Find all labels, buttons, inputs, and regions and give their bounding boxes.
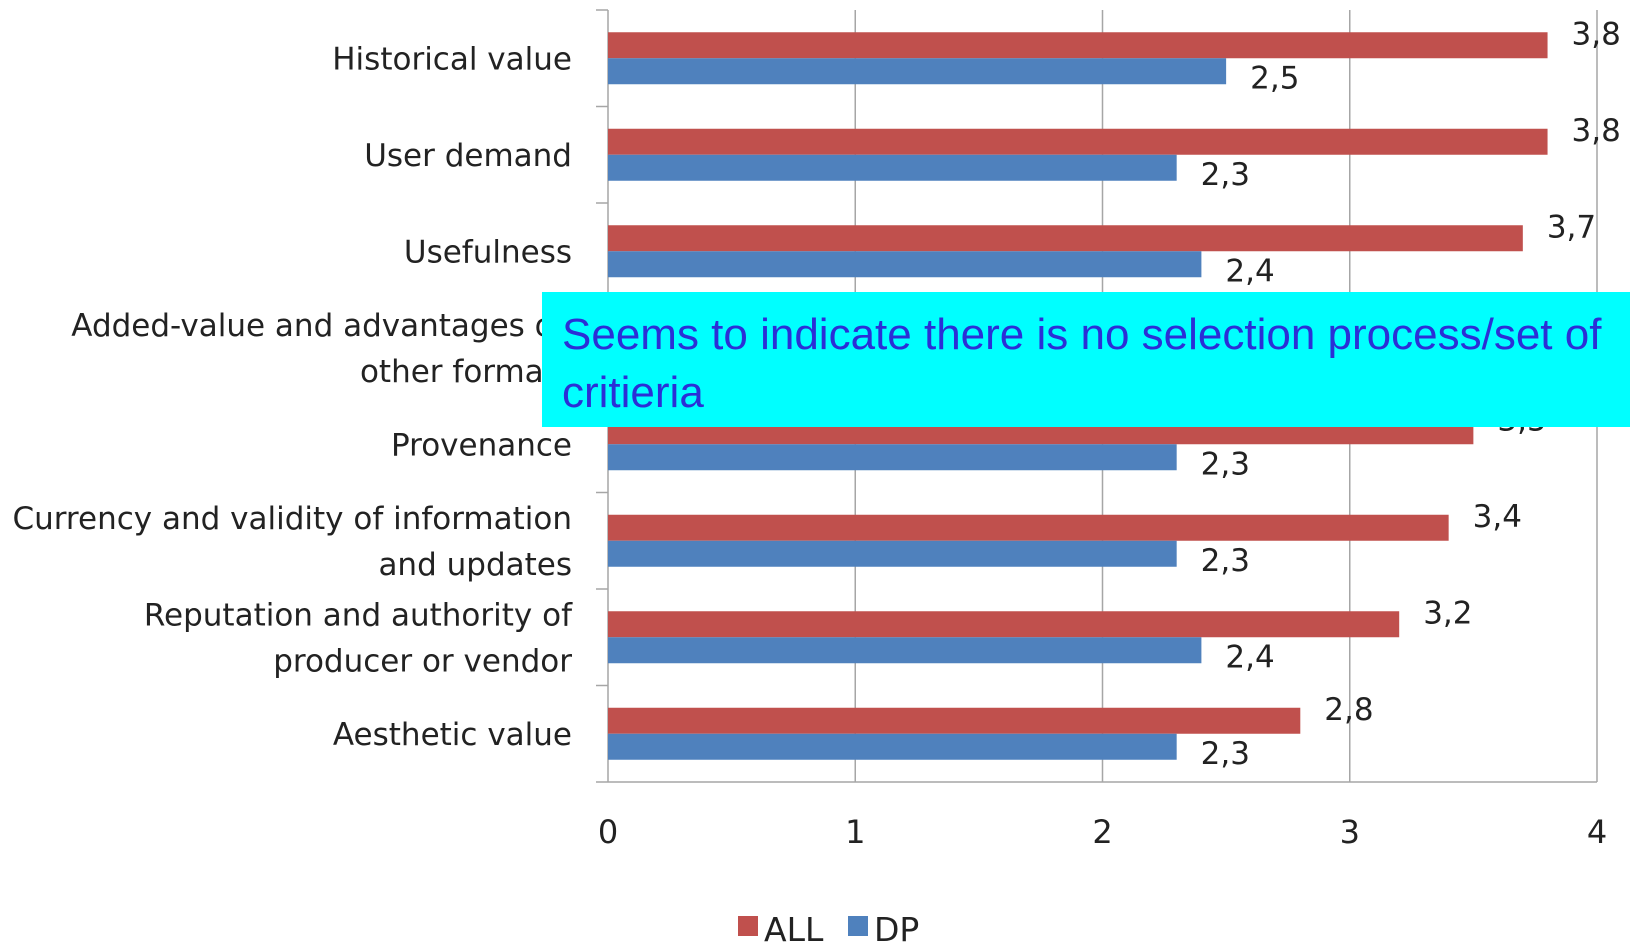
x-tick-labels: 0 1 2 3 4 (598, 813, 1607, 851)
legend-swatch-dp (848, 916, 868, 936)
annotation-callout: Seems to indicate there is no selection … (542, 292, 1630, 427)
category-label: and updates (378, 547, 572, 583)
value-label: 2,3 (1201, 736, 1250, 772)
bar-dp (608, 444, 1177, 471)
legend-swatch-all (738, 916, 758, 936)
category-label: other formats (360, 354, 572, 390)
value-label: 2,8 (1324, 692, 1373, 728)
value-label: 2,3 (1201, 157, 1250, 193)
x-tick-label: 0 (598, 813, 618, 851)
value-label: 2,4 (1225, 639, 1274, 675)
value-label: 2,3 (1201, 446, 1250, 482)
bar-dp (608, 540, 1177, 567)
x-tick-label: 3 (1340, 813, 1360, 851)
category-label: Currency and validity of information (12, 501, 572, 537)
bar-all (608, 514, 1449, 541)
legend: ALL DP (738, 910, 919, 946)
bar-dp (608, 251, 1202, 278)
value-label: 3,8 (1572, 113, 1621, 149)
value-label: 2,5 (1250, 60, 1299, 96)
value-label: 3,7 (1547, 209, 1596, 245)
category-label: Historical value (332, 41, 572, 77)
legend-label: ALL (764, 910, 824, 946)
value-label: 3,2 (1423, 595, 1472, 631)
value-label: 2,4 (1225, 253, 1274, 289)
legend-label: DP (874, 910, 919, 946)
bar-all (608, 128, 1548, 155)
category-label: Added-value and advantages ov (71, 308, 572, 344)
bar-all (608, 611, 1400, 638)
category-label: Provenance (391, 427, 572, 463)
category-label: User demand (364, 138, 572, 174)
category-label: producer or vendor (273, 643, 572, 679)
bar-all (608, 32, 1548, 59)
bar-dp (608, 637, 1202, 664)
category-label: Usefulness (404, 234, 572, 270)
bar-all (608, 225, 1523, 252)
x-tick-label: 1 (845, 813, 865, 851)
value-label: 3,8 (1572, 16, 1621, 52)
bar-dp (608, 154, 1177, 181)
category-labels: Historical value User demand Usefulness Add… (12, 41, 573, 753)
x-tick-label: 4 (1587, 813, 1607, 851)
bar-dp (608, 733, 1177, 760)
x-tick-label: 2 (1092, 813, 1112, 851)
category-label: Aesthetic value (333, 717, 572, 753)
value-label: 2,3 (1201, 543, 1250, 579)
category-label: Reputation and authority of (144, 597, 573, 633)
value-label: 3,4 (1473, 499, 1522, 535)
bar-all (608, 707, 1301, 734)
bar-dp (608, 58, 1227, 85)
